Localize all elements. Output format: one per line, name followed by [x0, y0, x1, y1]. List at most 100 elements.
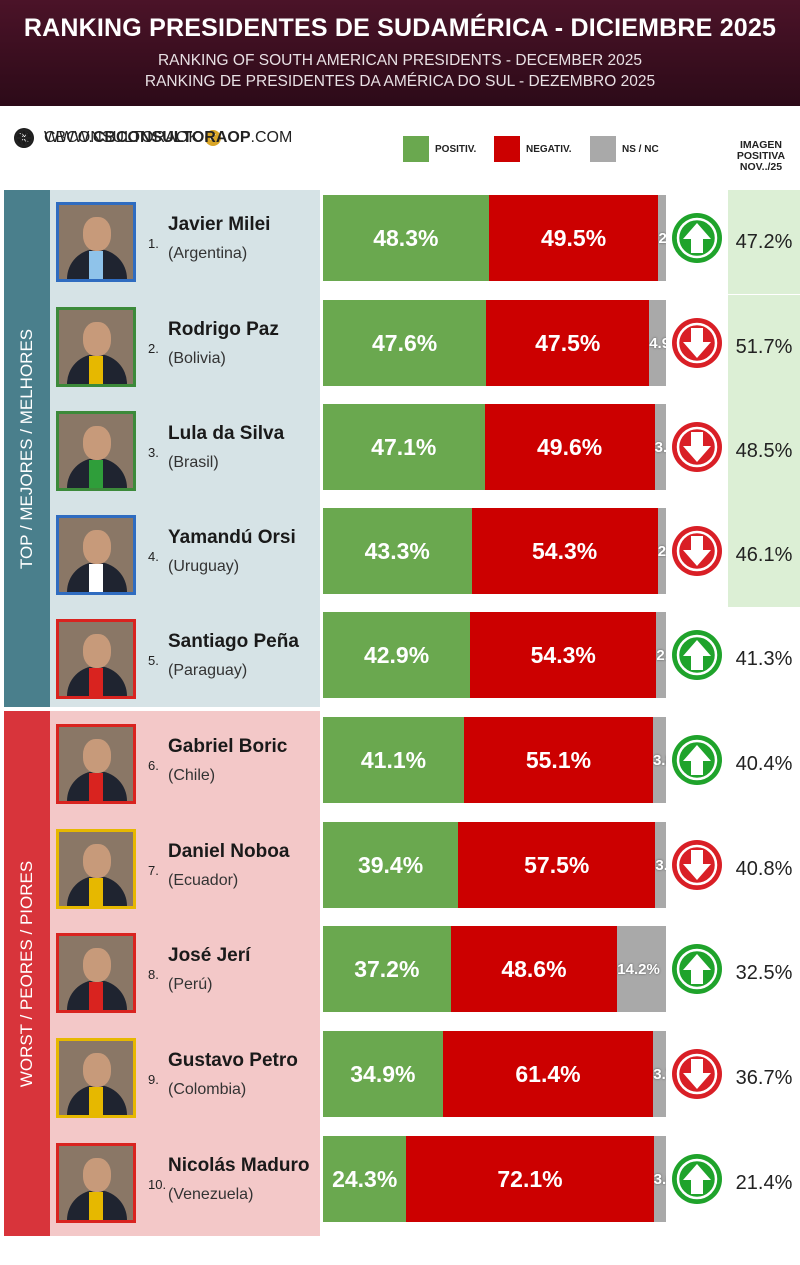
- trend-down-arrow-icon: [671, 1048, 723, 1100]
- approval-bar: 34.9%61.4%3.7: [323, 1031, 666, 1117]
- president-row: 2. Rodrigo Paz (Bolivia) 47.6% 47.5% 4.9 51.7%: [0, 295, 800, 399]
- rank-number: 5.: [148, 653, 159, 668]
- president-country: (Venezuela): [168, 1186, 254, 1203]
- approval-bar: 37.2% 48.6% 14.2%: [323, 926, 666, 1012]
- rank-number: 3.: [148, 445, 159, 460]
- approval-bar: 48.3%49.5%2.2: [323, 195, 666, 281]
- positive-segment: 39.4%: [323, 822, 459, 908]
- previous-positive-value: 40.4%: [735, 752, 793, 775]
- president-country: (Ecuador): [168, 872, 239, 889]
- legend-label-negative: NEGATIV.: [526, 143, 572, 155]
- negative-segment: 49.5%: [488, 195, 659, 281]
- president-photo: [56, 829, 136, 909]
- ns-segment: 3.7: [653, 1031, 666, 1117]
- president-row: 6. Gabriel Boric (Chile) 41.1%55.1%3.8 40.4%: [0, 712, 800, 816]
- trend-up-arrow-icon: [671, 629, 723, 681]
- globe-icon: [14, 128, 34, 148]
- president-photo: [56, 411, 136, 491]
- president-name: Nicolás Maduro: [168, 1155, 310, 1176]
- president-country: (Uruguay): [168, 558, 240, 575]
- ns-segment: 2.8: [656, 612, 666, 698]
- previous-positive-value: 40.8%: [735, 857, 793, 880]
- legend-label-positive: POSITIV.: [435, 143, 477, 155]
- previous-positive-value: 51.7%: [728, 295, 800, 399]
- rank-number: 10.: [148, 1177, 167, 1192]
- rank-number: 6.: [148, 758, 159, 773]
- header-banner: RANKING PRESIDENTES DE SUDAMÉRICA - DICI…: [0, 0, 800, 106]
- previous-positive-value: 47.2%: [728, 190, 800, 294]
- negative-segment: 55.1%: [463, 717, 653, 803]
- legend-swatch-positive: [403, 136, 429, 162]
- verified-badge-icon: ✓: [205, 130, 221, 146]
- president-country: (Brasil): [168, 454, 219, 471]
- trend-down-arrow-icon: [671, 317, 723, 369]
- legend-positive: POSITIV.: [403, 136, 476, 162]
- group-band-top: TOP / MEJORES / MELHORES: [4, 190, 50, 707]
- positive-segment: 34.9%: [323, 1031, 443, 1117]
- positive-segment: 48.3%: [323, 195, 489, 281]
- president-country: (Colombia): [168, 1081, 247, 1098]
- president-row: 8. José Jerí (Perú) 37.2% 48.6% 14.2% 32.5%: [0, 921, 800, 1025]
- approval-bar: 47.1%49.6%3.3: [323, 404, 666, 490]
- president-row: 1. Javier Milei (Argentina) 48.3%49.5%2.2 47…: [0, 190, 800, 294]
- president-photo: [56, 933, 136, 1013]
- positive-segment: 43.3%: [323, 508, 472, 594]
- president-name: José Jerí: [168, 945, 251, 966]
- negative-segment: 61.4%: [442, 1031, 654, 1117]
- trend-up-arrow-icon: [671, 734, 723, 786]
- trend-up-arrow-icon: [671, 1153, 723, 1205]
- president-country: (Chile): [168, 767, 216, 784]
- trend-down-arrow-icon: [671, 839, 723, 891]
- ns-segment: 3.3: [654, 404, 666, 490]
- president-photo: [56, 619, 136, 699]
- positive-segment: 37.2%: [323, 926, 451, 1012]
- rank-number: 9.: [148, 1072, 159, 1087]
- positive-segment: 42.9%: [323, 612, 471, 698]
- president-name: Santiago Peña: [168, 631, 299, 652]
- previous-positive-value: 32.5%: [735, 961, 793, 984]
- approval-bar: 41.1%55.1%3.8: [323, 717, 666, 803]
- previous-positive-value: 48.5%: [728, 399, 800, 503]
- rank-number: 2.: [148, 341, 159, 356]
- legend-label-ns: NS / NC: [622, 143, 659, 155]
- president-photo: [56, 202, 136, 282]
- website-row: WWW.CBCONSULTORAOP.COM: [14, 126, 800, 150]
- website-link[interactable]: WWW.CBCONSULTORAOP.COM: [44, 129, 293, 146]
- trend-up-arrow-icon: [671, 943, 723, 995]
- negative-segment: 49.6%: [484, 404, 655, 490]
- previous-positive-value: 46.1%: [728, 503, 800, 607]
- approval-bar: 24.3%72.1%3.6: [323, 1136, 666, 1222]
- president-country: (Paraguay): [168, 662, 248, 679]
- rank-number: 8.: [148, 967, 159, 982]
- president-name: Javier Milei: [168, 214, 271, 235]
- positive-segment: 47.1%: [323, 404, 485, 490]
- trend-down-arrow-icon: [671, 525, 723, 577]
- president-name: Lula da Silva: [168, 423, 285, 444]
- president-name: Gustavo Petro: [168, 1050, 298, 1071]
- legend-swatch-negative: [494, 136, 520, 162]
- previous-positive-header: IMAGEN POSITIVA NOV../25: [736, 139, 786, 173]
- president-country: (Bolivia): [168, 350, 226, 367]
- president-row: 10. Nicolás Maduro (Venezuela) 24.3% 72.1% 3.…: [0, 1131, 800, 1235]
- subtitle-portuguese: RANKING DE PRESIDENTES DA AMÉRICA DO SUL…: [144, 73, 656, 90]
- rank-number: 1.: [148, 236, 159, 251]
- president-name: Yamandú Orsi: [168, 527, 296, 548]
- legend-swatch-ns: [590, 136, 616, 162]
- president-photo: [56, 724, 136, 804]
- president-name: Rodrigo Paz: [168, 319, 279, 340]
- negative-segment: 47.5%: [486, 300, 650, 386]
- president-row: 5. Santiago Peña (Paraguay) 42.9%54.3%2.8 41…: [0, 607, 800, 711]
- positive-segment: 24.3%: [323, 1136, 407, 1222]
- trend-down-arrow-icon: [671, 421, 723, 473]
- approval-bar: 47.6% 47.5% 4.9: [323, 300, 666, 386]
- subtitle-english: RANKING OF SOUTH AMERICAN PRESIDENTS - D…: [157, 52, 643, 69]
- previous-positive-value: 41.3%: [735, 647, 793, 670]
- page-title: RANKING PRESIDENTES DE SUDAMÉRICA - DICI…: [23, 14, 777, 42]
- positive-segment: 47.6%: [323, 300, 487, 386]
- ns-segment: 14.2%: [617, 926, 666, 1012]
- negative-segment: 54.3%: [471, 508, 658, 594]
- ns-segment: 3.1: [655, 822, 666, 908]
- president-photo: [56, 515, 136, 595]
- president-country: (Perú): [168, 976, 213, 993]
- negative-segment: 54.3%: [470, 612, 657, 698]
